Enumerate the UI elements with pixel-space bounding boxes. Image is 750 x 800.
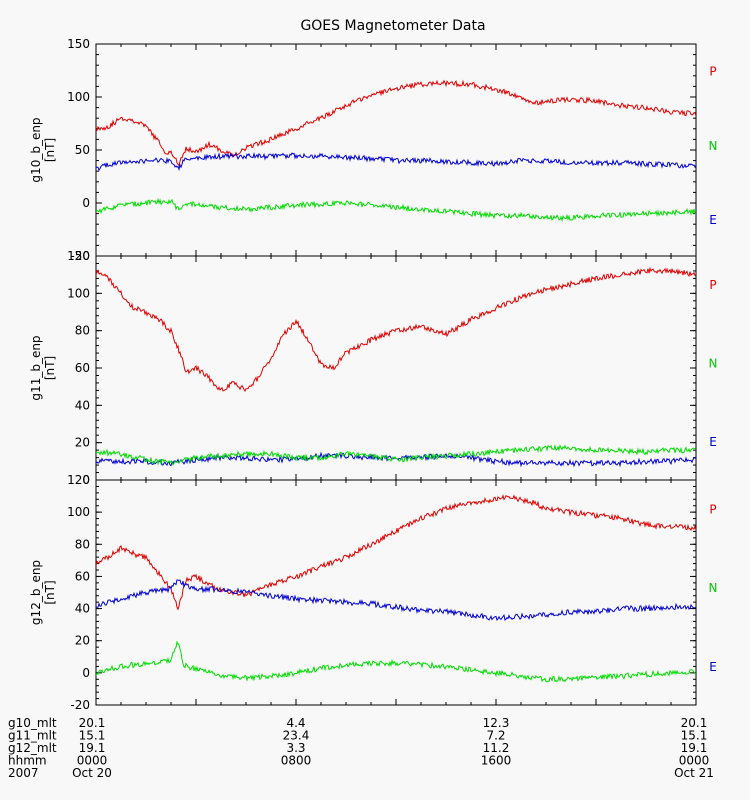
panel-frame (95, 255, 697, 481)
series-E-line (96, 640, 696, 683)
y-tick-label: 100 (67, 505, 90, 519)
footer-cell: 0800 (281, 754, 312, 768)
y-axis-unit: [nT] (43, 138, 57, 162)
y-tick-label: -50 (70, 249, 90, 263)
footer-row-label: g12_mlt (8, 741, 57, 755)
footer-table: g10_mlt 20.1 4.4 12.3 20.1 g11_mlt 15.1 23.4 7.2… (8, 716, 714, 780)
y-tick-label: 80 (75, 324, 90, 338)
y-tick-label: 100 (67, 90, 90, 104)
panel-3: -20 0 20 40 60 80 100 120 g12_b_enp [nT] P N E (29, 473, 717, 712)
footer-cell: 12.3 (483, 716, 510, 730)
y-axis-unit: [nT] (43, 356, 57, 380)
y-tick-label: 0 (82, 666, 90, 680)
y-tick-label: 0 (82, 473, 90, 487)
component-label-N: N (709, 357, 718, 371)
footer-row-label: 2007 (8, 766, 39, 780)
y-tick-label: 60 (75, 361, 90, 375)
footer-row-label: hhmm (8, 754, 47, 768)
y-tick-label: 150 (67, 37, 90, 51)
panel-1: -50 0 50 100 150 g10_b_enp [nT] P N E (29, 37, 717, 263)
y-tick-label: -20 (70, 698, 90, 712)
footer-cell: 7.2 (486, 729, 505, 743)
y-tick-label: 80 (75, 537, 90, 551)
footer-cell: Oct 20 (72, 766, 112, 780)
y-tick-label: 50 (75, 143, 90, 157)
footer-cell: 0000 (679, 754, 710, 768)
series-E-line (96, 443, 696, 466)
component-label-E: E (709, 660, 717, 674)
y-axis-unit: [nT] (43, 580, 57, 604)
footer-cell: 1600 (481, 754, 512, 768)
footer-cell: 15.1 (79, 729, 106, 743)
footer-cell: 3.3 (286, 741, 305, 755)
chart-title: GOES Magnetometer Data (300, 18, 485, 34)
series-P-line (96, 494, 696, 611)
series-N-line (96, 451, 696, 468)
y-tick-label: 20 (75, 634, 90, 648)
footer-row-label: g10_mlt (8, 716, 57, 730)
y-axis-label: g12_b_enp (29, 560, 43, 625)
y-tick-label: 60 (75, 569, 90, 583)
footer-cell: 19.1 (79, 741, 106, 755)
panel-frame (95, 479, 697, 706)
panel-2: 0 20 40 60 80 100 120 g11_b_enp [nT] P N E (29, 249, 717, 487)
footer-row-label: g11_mlt (8, 729, 57, 743)
footer-cell: Oct 21 (674, 766, 714, 780)
series-E-line (96, 197, 696, 223)
y-axis-label: g10_b_enp (29, 117, 43, 182)
y-tick-label: 120 (67, 249, 90, 263)
y-tick-label: 40 (75, 398, 90, 412)
footer-cell: 20.1 (79, 716, 106, 730)
y-axis-label: g11_b_enp (29, 335, 43, 400)
footer-cell: 4.4 (286, 716, 305, 730)
series-N-line (96, 151, 696, 172)
y-tick-label: 40 (75, 602, 90, 616)
footer-cell: 11.2 (483, 741, 510, 755)
y-tick-label: 100 (67, 286, 90, 300)
y-tick-label: 0 (82, 196, 90, 210)
component-label-P: P (709, 65, 716, 79)
panel-frame (95, 43, 697, 257)
footer-cell: 23.4 (283, 729, 310, 743)
y-tick-label: 20 (75, 436, 90, 450)
series-P-line (96, 266, 696, 393)
component-label-E: E (709, 435, 717, 449)
component-label-N: N (709, 139, 718, 153)
component-label-P: P (709, 278, 716, 292)
component-label-P: P (709, 502, 716, 516)
y-tick-label: 120 (67, 473, 90, 487)
series-P-line (96, 79, 696, 167)
series-N-line (96, 579, 696, 622)
footer-cell: 15.1 (681, 729, 708, 743)
footer-cell: 0000 (77, 754, 108, 768)
component-label-N: N (709, 581, 718, 595)
component-label-E: E (709, 213, 717, 227)
footer-cell: 19.1 (681, 741, 708, 755)
footer-cell: 20.1 (681, 716, 708, 730)
